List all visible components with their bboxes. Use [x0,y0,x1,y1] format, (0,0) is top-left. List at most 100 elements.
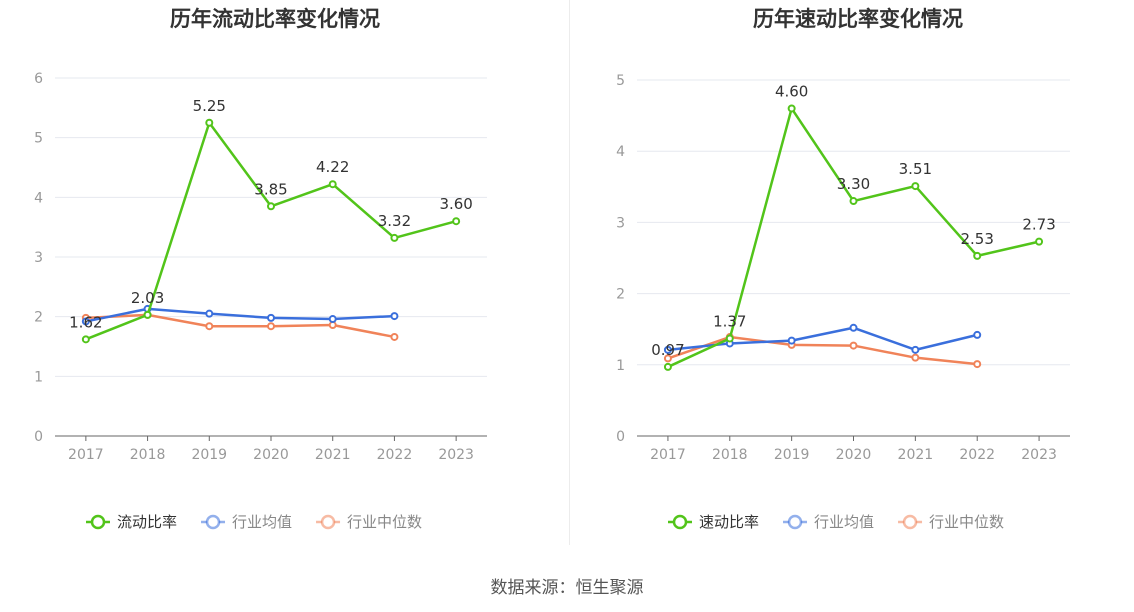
data-point [973,251,982,260]
data-point [663,362,672,371]
data-label: 3.85 [254,180,287,198]
legend-marker [787,514,803,530]
legend-item: 行业均值 [783,513,874,531]
legend-label: 速动比率 [699,513,759,531]
y-tick-label: 4 [34,190,43,206]
y-tick-label: 4 [616,144,625,160]
panel-divider [569,0,570,545]
data-point [81,335,90,344]
data-point [390,233,399,242]
data-label: 1.37 [713,312,746,330]
data-label: 2.03 [131,289,164,307]
legend-item: 流动比率 [86,513,177,531]
data-point [267,322,275,331]
data-point [205,118,214,127]
data-source-note: 数据来源：恒生聚源 [490,578,644,598]
data-point [267,202,275,211]
data-point [328,180,337,189]
y-tick-label: 3 [34,250,43,266]
data-label: 4.60 [775,82,808,100]
legend-label: 流动比率 [117,513,177,531]
data-point [143,310,152,319]
data-point [849,323,858,332]
data-point [205,322,214,331]
series-line [85,307,395,323]
legend-marker [902,514,918,530]
data-label: 3.51 [899,160,932,178]
data-point [81,317,90,326]
data-point [911,345,920,354]
y-tick-label: 0 [34,429,43,445]
data-point [911,353,920,362]
data-point [452,217,461,226]
x-tick-label: 2022 [959,447,995,463]
data-label: 2.53 [961,230,994,248]
legend-marker [320,514,336,530]
data-label: 4.22 [316,158,349,176]
y-tick-label: 5 [616,73,625,89]
data-point [911,182,920,191]
legend-label: 行业中位数 [347,513,422,531]
data-point [787,104,796,113]
x-tick-label: 2021 [315,447,351,463]
y-tick-label: 1 [616,358,625,374]
y-tick-label: 6 [34,71,43,87]
chart-panel-1: 历年流动比率变化情况 0 1 2 3 4 5 6 2017 2018 2019 2020 2021 202… [34,7,487,531]
y-tick-label: 5 [34,131,43,147]
legend-item: 行业中位数 [898,513,1004,531]
chart-panel-2: 历年速动比率变化情况 0 1 2 3 4 5 2017 2018 2019 2020 2021 2022… [616,7,1070,531]
legend-label: 行业中位数 [929,513,1004,531]
data-point [390,332,399,341]
data-label: 5.25 [193,97,226,115]
data-label: 0.97 [651,341,684,359]
legend-item: 速动比率 [668,513,759,531]
legend-marker [90,514,106,530]
data-point [267,313,275,322]
x-tick-label: 2021 [898,447,934,463]
data-point [849,197,858,206]
data-point [663,354,672,363]
data-point [328,315,337,324]
y-tick-label: 0 [616,429,625,445]
x-tick-label: 2017 [68,447,104,463]
data-point [725,334,734,343]
data-label: 3.60 [439,195,472,213]
data-point [849,341,858,350]
x-tick-label: 2022 [377,447,413,463]
legend-label: 行业均值 [232,513,292,531]
data-label: 2.73 [1022,216,1055,234]
data-label: 1.62 [69,313,102,331]
x-tick-label: 2018 [712,447,748,463]
legend-marker [205,514,221,530]
y-tick-label: 2 [34,310,43,326]
legend-item: 行业中位数 [316,513,422,531]
x-tick-label: 2020 [836,447,872,463]
series-line [667,335,978,366]
data-point [973,360,982,369]
x-tick-label: 2019 [191,447,227,463]
data-label: 3.32 [378,212,411,230]
x-tick-label: 2023 [438,447,474,463]
data-point [663,345,672,354]
data-label: 3.30 [837,175,870,193]
legend-label: 行业均值 [814,513,874,531]
chart-title: 历年速动比率变化情况 [753,7,963,31]
series-line [85,313,395,339]
x-tick-label: 2017 [650,447,686,463]
data-point [973,330,982,339]
data-point [390,312,399,321]
legend-item: 行业均值 [201,513,292,531]
x-tick-label: 2019 [774,447,810,463]
data-point [1035,237,1044,246]
chart-title: 历年流动比率变化情况 [170,7,380,31]
x-tick-label: 2020 [253,447,289,463]
data-point [205,309,214,318]
y-tick-label: 2 [616,287,625,303]
y-tick-label: 3 [616,215,625,231]
x-tick-label: 2018 [130,447,166,463]
data-point [787,336,796,345]
y-tick-label: 1 [34,369,43,385]
x-tick-label: 2023 [1021,447,1057,463]
legend-marker [672,514,688,530]
